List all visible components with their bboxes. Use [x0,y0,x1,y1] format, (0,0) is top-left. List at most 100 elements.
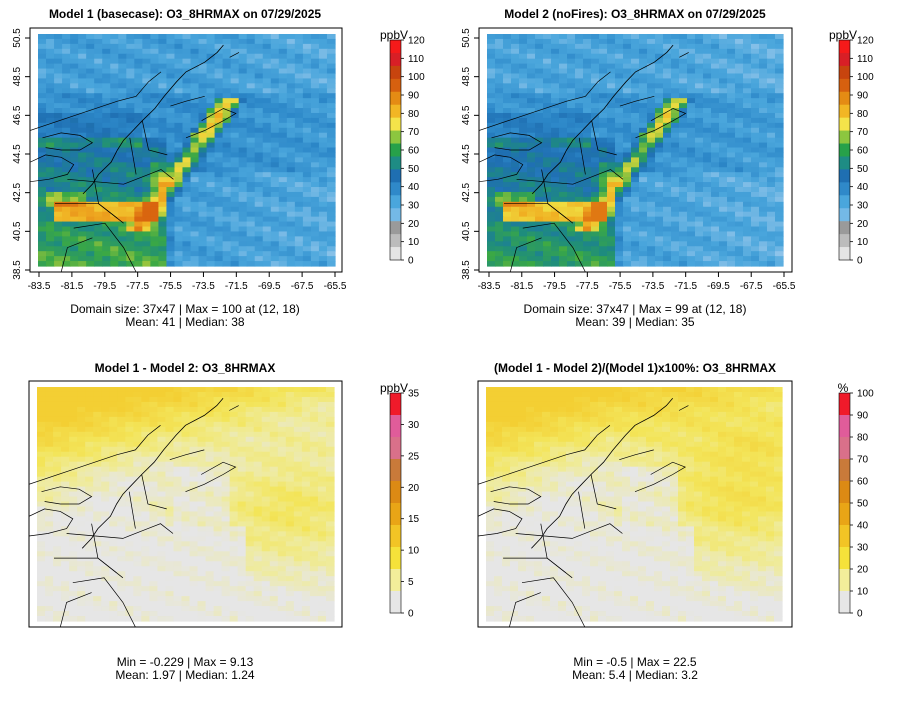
grid-cell [246,48,256,55]
grid-cell [591,68,600,75]
grid-cell [206,103,216,109]
grid-cell [575,88,584,94]
grid-cell [607,38,616,45]
grid-cell [157,421,167,428]
grid-cell [173,406,183,413]
grid-cell [158,132,168,139]
grid-cell [253,401,263,408]
grid-cell [294,43,304,50]
grid-cell [190,162,200,168]
grid-cell [302,157,312,163]
grid-cell [519,241,528,247]
grid-cell [559,68,568,75]
grid-cell [134,211,143,218]
grid-cell [631,34,640,40]
grid-cell [487,122,496,129]
grid-cell [285,486,295,493]
grid-cell [487,162,496,168]
grid-cell [142,53,151,60]
grid-cell [93,516,102,523]
grid-cell [703,122,712,129]
grid-cell [326,34,336,40]
grid-cell [214,98,224,104]
grid-cell [703,236,712,242]
grid-cell [117,561,126,567]
grid-cell [695,63,704,70]
grid-cell [511,98,520,104]
grid-cell [559,172,568,178]
grid-cell [663,112,672,119]
grid-cell [37,506,46,513]
grid-cell [775,88,784,94]
grid-cell [174,63,184,70]
grid-cell [214,78,224,84]
grid-cell [54,261,63,267]
grid-cell [727,88,736,94]
grid-cell [134,48,143,55]
boundary-line [479,154,524,183]
grid-cell [519,43,528,50]
grid-cell [110,43,119,50]
grid-cell [230,48,240,55]
grid-cell [647,78,656,84]
grid-cell [150,63,160,70]
grid-cell [53,461,62,468]
grid-cell [174,147,184,154]
grid-cell [117,556,126,562]
grid-cell [559,256,568,262]
grid-cell [285,466,295,473]
grid-cell [37,556,46,562]
grid-cell [583,162,592,168]
grid-cell [246,43,256,50]
grid-cell [767,182,776,188]
grid-cell [158,191,168,198]
grid-cell [285,476,295,483]
grid-cell [615,73,624,80]
grid-cell [85,486,94,493]
grid-cell [142,177,151,183]
grid-cell [205,511,215,518]
grid-cell [86,112,95,119]
grid-cell [759,137,768,144]
x-tick-label: -73.5 [641,281,664,292]
grid-cell [53,496,62,503]
grid-cell [631,147,640,154]
grid-cell [671,167,680,173]
grid-cell [302,53,312,60]
grid-cell [639,48,648,55]
grid-cell [623,98,632,104]
grid-cell [671,162,680,168]
grid-cell [655,231,664,237]
grid-cell [631,211,640,218]
grid-cell [118,196,127,203]
grid-cell [695,78,704,84]
grid-cell [118,211,127,218]
grid-cell [53,451,62,458]
grid-cell [246,191,256,198]
grid-cell [607,206,616,213]
grid-cell [759,241,768,247]
grid-cell [94,103,103,109]
grid-cell [53,491,62,498]
grid-cell [78,112,87,119]
grid-cell [743,112,752,119]
grid-cell [310,43,320,50]
grid-cell [503,246,512,252]
grid-cell [205,426,215,433]
grid-cell [527,152,536,159]
grid-cell [62,251,71,257]
grid-cell [117,546,126,552]
grid-cell [575,172,584,178]
grid-cell [61,476,70,483]
grid-cell [695,187,704,193]
grid-cell [173,466,183,473]
grid-cell [54,152,63,159]
grid-cell [85,446,94,453]
grid-cell [85,426,94,433]
grid-cell [126,206,135,213]
grid-cell [221,421,231,428]
grid-cell [149,466,159,473]
grid-cell [54,68,63,75]
grid-cell [78,256,87,262]
grid-cell [238,34,248,40]
